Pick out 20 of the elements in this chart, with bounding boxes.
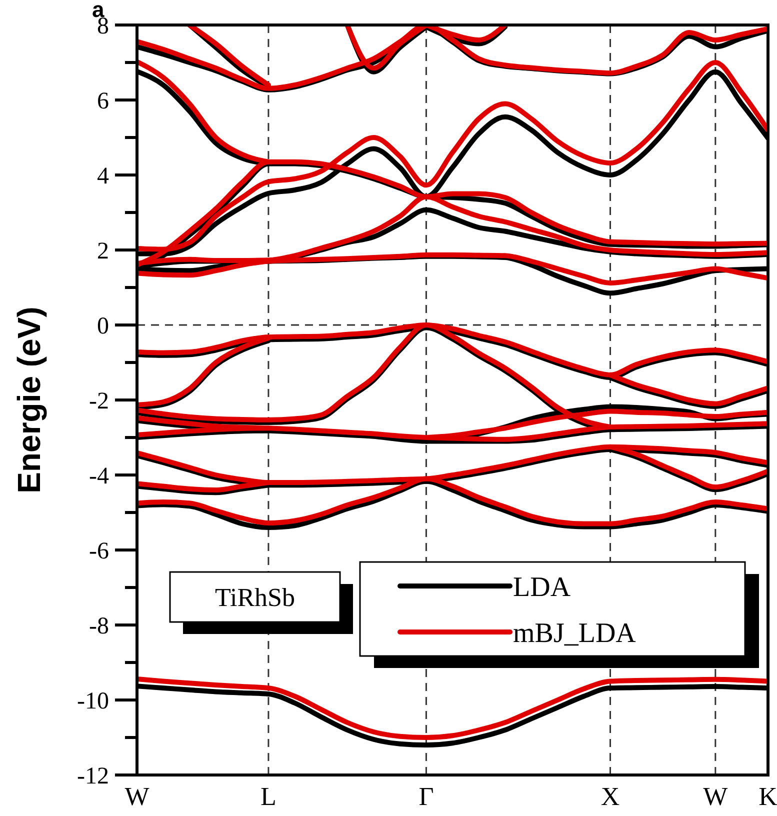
y-tick-label: -12 bbox=[77, 763, 109, 790]
y-tick-label: 4 bbox=[97, 163, 109, 190]
x-tick-label: X bbox=[600, 782, 620, 811]
legend-label: LDA bbox=[513, 572, 572, 603]
y-tick-label: -8 bbox=[89, 613, 109, 640]
y-axis-title: Energie (eV) bbox=[11, 306, 47, 494]
y-tick-label: 6 bbox=[97, 88, 109, 114]
y-tick-label: -6 bbox=[89, 538, 109, 564]
x-tick-label: Γ bbox=[418, 782, 434, 811]
x-tick-label: W bbox=[703, 782, 728, 811]
annotation: TiRhSb bbox=[215, 583, 295, 612]
x-tick-label: L bbox=[260, 782, 276, 811]
legend-label: mBJ_LDA bbox=[513, 618, 637, 649]
y-tick-label: -4 bbox=[89, 463, 109, 490]
y-tick-label: 0 bbox=[97, 313, 109, 340]
y-tick-label: -10 bbox=[77, 688, 109, 714]
y-tick-label: -2 bbox=[89, 388, 109, 414]
y-tick-label: 2 bbox=[97, 238, 109, 264]
x-tick-label: K bbox=[758, 782, 777, 811]
x-tick-label: W bbox=[124, 782, 150, 811]
